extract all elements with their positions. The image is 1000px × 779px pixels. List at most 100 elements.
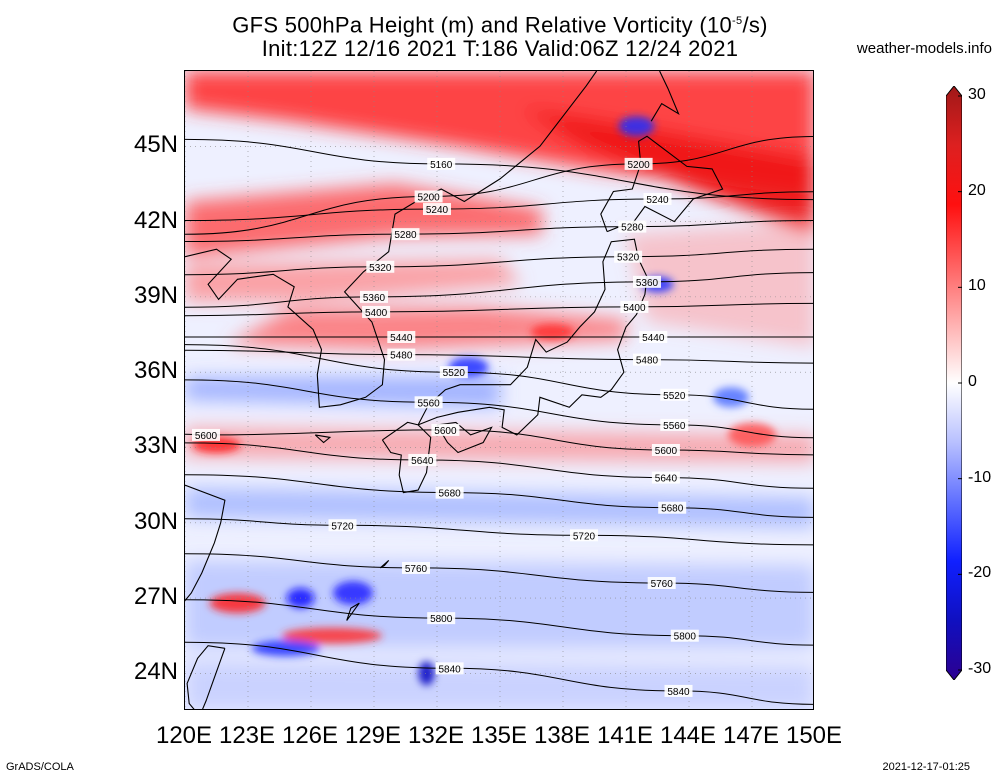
contour-label-text: 5400	[623, 303, 646, 314]
coastline	[185, 71, 598, 408]
contour-label: 5320	[614, 250, 643, 264]
contour-label-text: 5280	[394, 230, 417, 241]
lat-label: 30N	[133, 507, 178, 535]
lat-label: 39N	[133, 281, 178, 309]
contour-label-text: 5360	[363, 293, 386, 304]
contour-label-text: 5440	[390, 333, 413, 344]
chart-title: GFS 500hPa Height (m) and Relative Vorti…	[232, 12, 768, 38]
contour-label: 5760	[402, 561, 430, 575]
lon-label: 150E	[785, 722, 843, 749]
contour-label: 5160	[427, 157, 456, 171]
contour-label: 5840	[664, 684, 693, 698]
contour-label-text: 5600	[655, 446, 678, 457]
contour-5680	[185, 474, 813, 518]
contour-5320	[185, 248, 813, 276]
vorticity-cell	[333, 581, 373, 606]
contour-label: 5640	[651, 471, 680, 485]
contour-label: 5480	[633, 353, 661, 367]
contour-label: 5720	[570, 529, 598, 542]
contour-label-text: 5480	[636, 356, 659, 367]
lon-label: 126E	[281, 722, 339, 749]
contour-label-text: 5200	[627, 160, 650, 171]
contour-label-text: 5800	[430, 614, 453, 625]
title-superscript: -5	[732, 15, 743, 27]
vorticity-cell	[192, 436, 241, 453]
contour-label: 5600	[192, 428, 220, 442]
contour-label: 5840	[435, 662, 464, 675]
contour-label: 5400	[620, 300, 649, 314]
vorticity-cell	[618, 116, 655, 137]
lat-label: 27N	[133, 583, 178, 611]
vorticity-band	[185, 183, 542, 257]
grid-lines	[185, 71, 813, 709]
contour-label: 5240	[643, 193, 672, 206]
contour-label-text: 5840	[667, 687, 690, 698]
contour-label: 5400	[362, 305, 391, 319]
contour-label-text: 5760	[405, 564, 428, 575]
contour-label: 5280	[618, 220, 647, 234]
contour-label-text: 5520	[443, 368, 466, 379]
lon-label: 141E	[596, 722, 654, 749]
vorticity-band	[626, 221, 813, 347]
contour-5280	[185, 220, 813, 242]
colorbar	[946, 86, 962, 680]
contour-label: 5800	[670, 629, 699, 643]
lon-label: 144E	[659, 722, 717, 749]
contour-label-text: 5440	[642, 333, 665, 344]
contour-label: 5720	[328, 519, 357, 532]
contour-label-text: 5640	[655, 474, 678, 485]
contour-5200	[185, 136, 813, 235]
contour-label: 5480	[387, 348, 416, 362]
contour-label: 5200	[414, 190, 443, 203]
vorticity-band	[185, 487, 813, 528]
lat-label: 24N	[133, 658, 178, 686]
contour-label: 5600	[431, 423, 460, 437]
lon-label: 123E	[218, 722, 276, 749]
contour-label: 5680	[658, 501, 687, 515]
contour-label-text: 5720	[331, 521, 354, 532]
contour-label-text: 5720	[573, 531, 596, 542]
contour-label-text: 5680	[661, 504, 684, 515]
contour-label: 5280	[391, 228, 420, 241]
contour-label: 5440	[639, 331, 668, 344]
contour-label-text: 5240	[426, 205, 449, 216]
lon-label: 129E	[344, 722, 402, 749]
contour-label: 5800	[427, 612, 456, 625]
contour-5360	[185, 272, 813, 308]
contour-labels: 5160 5200 5200 5240 5240 5280 5280 5320 5320 5360…	[192, 157, 699, 698]
colorbar-label: -10	[968, 468, 992, 486]
contour-5840	[185, 641, 813, 705]
contour-label-text: 5760	[651, 579, 674, 590]
vorticity-band	[185, 660, 813, 709]
lon-label: 132E	[407, 722, 465, 749]
contour-5160	[185, 138, 813, 201]
lon-label: 135E	[470, 722, 528, 749]
contour-5520	[185, 344, 813, 410]
contour-5800	[185, 599, 813, 646]
colorbar-label: 30	[968, 86, 986, 103]
vorticity-cell	[209, 593, 266, 614]
colorbar-label: -20	[968, 564, 992, 582]
contour-label: 5760	[647, 577, 676, 590]
contour-label-text: 5240	[646, 195, 669, 206]
contour-label-text: 5600	[434, 426, 457, 437]
colorbar-ramp	[946, 86, 962, 680]
coastline	[379, 559, 390, 569]
lat-label: 36N	[133, 357, 178, 385]
coastline	[314, 434, 332, 444]
contour-5760	[185, 553, 813, 593]
contour-label: 5640	[408, 454, 437, 467]
contour-label: 5360	[633, 275, 661, 289]
contour-label-text: 5840	[438, 664, 461, 675]
vorticity-cell	[713, 387, 749, 408]
chart-subtitle: Init:12Z 12/16 2021 T:186 Valid:06Z 12/2…	[261, 36, 739, 61]
contour-5240	[185, 191, 813, 221]
coastline	[346, 602, 360, 621]
vorticity-band	[521, 108, 813, 234]
contour-label-text: 5480	[390, 351, 413, 362]
lat-label: 42N	[133, 206, 178, 234]
contour-label-text: 5160	[430, 160, 453, 171]
vorticity-cell	[530, 324, 575, 341]
vorticity-shading	[185, 71, 813, 709]
lon-label: 138E	[533, 722, 591, 749]
